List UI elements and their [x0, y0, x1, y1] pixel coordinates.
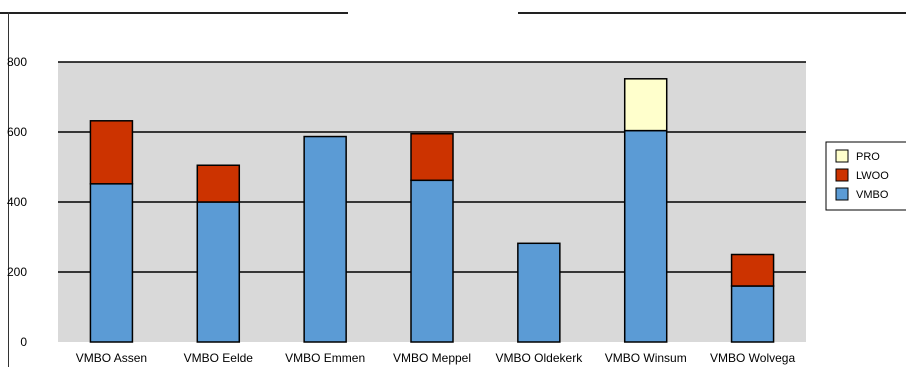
bar-segment-vmbo — [730, 285, 775, 343]
y-tick-label: 0 — [20, 335, 27, 349]
bar-segment-lwoo — [89, 120, 134, 185]
legend-label: LWOO — [856, 170, 889, 182]
bar-segment-vmbo — [196, 201, 241, 343]
legend-swatch — [835, 168, 849, 182]
bar-segment-vmbo — [303, 135, 347, 343]
y-tick-label: 600 — [7, 125, 27, 139]
frame-top-gap — [348, 12, 518, 14]
y-tick-label: 200 — [7, 265, 27, 279]
bar-segment-vmbo — [517, 242, 561, 343]
x-category-label: VMBO Emmen — [285, 351, 365, 365]
bar-segment-pro — [623, 78, 668, 132]
legend-swatch — [835, 149, 849, 163]
x-category-label: VMBO Wolvega — [710, 351, 795, 365]
x-category-label: VMBO Winsum — [605, 351, 687, 365]
legend: PRO LWOO VMBO — [825, 141, 906, 211]
y-tick-label: 400 — [7, 195, 27, 209]
bar-segment-lwoo — [410, 133, 454, 182]
bars — [89, 78, 775, 343]
x-category-label: VMBO Eelde — [184, 351, 254, 365]
x-category-label: VMBO Oldekerk — [496, 351, 584, 365]
y-axis-ticks: 0 200 400 600 800 — [7, 55, 27, 349]
legend-swatch — [835, 187, 849, 201]
x-category-label: VMBO Assen — [76, 351, 147, 365]
bar-segment-lwoo — [196, 164, 241, 203]
x-category-label: VMBO Meppel — [393, 351, 471, 365]
x-axis-categories: VMBO Assen VMBO Eelde VMBO Emmen VMBO Meppe… — [76, 351, 796, 365]
legend-label: PRO — [856, 151, 880, 163]
bar-segment-vmbo — [410, 179, 454, 343]
legend-label: VMBO — [856, 189, 889, 201]
frame-left-border — [8, 12, 9, 367]
bar-segment-vmbo — [623, 129, 668, 343]
y-tick-label: 800 — [7, 55, 27, 69]
bar-segment-vmbo — [89, 183, 134, 343]
bar-segment-lwoo — [730, 253, 775, 287]
